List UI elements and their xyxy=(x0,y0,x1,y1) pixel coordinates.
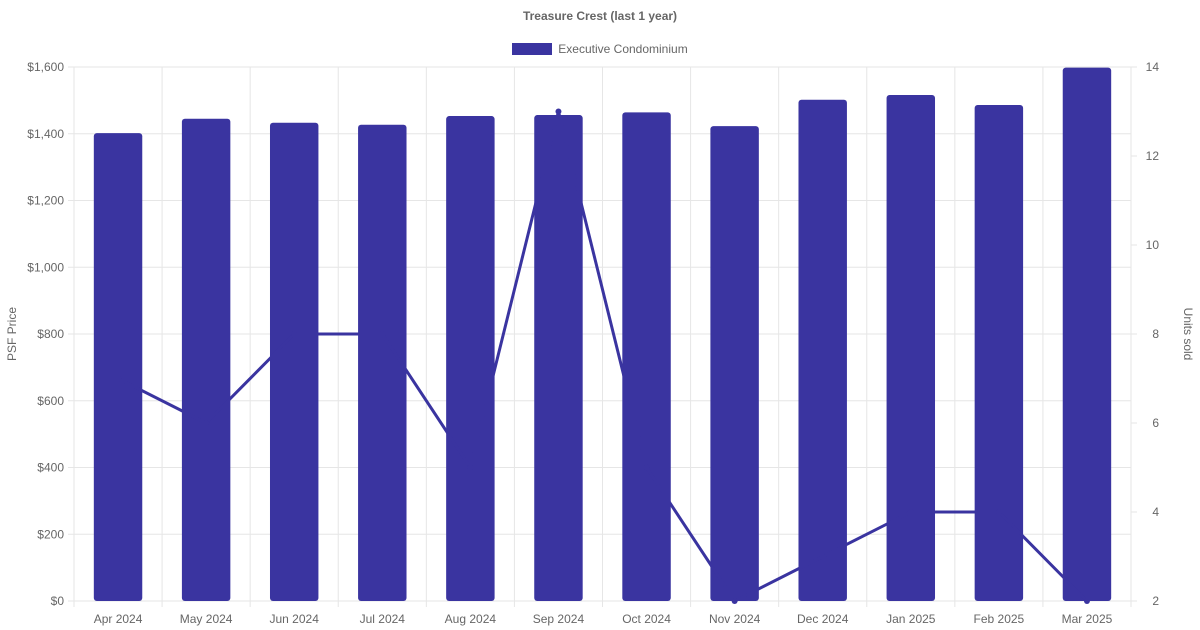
x-tick-label: May 2024 xyxy=(180,612,233,626)
x-tick-label: Feb 2025 xyxy=(974,612,1025,626)
line-point xyxy=(995,509,1002,515)
line-point xyxy=(1083,598,1090,604)
bar xyxy=(1062,67,1112,602)
line-point xyxy=(203,420,210,426)
chart-title: Treasure Crest (last 1 year) xyxy=(522,9,678,23)
y-tick-label: $0 xyxy=(51,594,65,608)
y2-tick-label: 8 xyxy=(1152,327,1159,341)
x-tick-label: Apr 2024 xyxy=(94,612,143,626)
bar xyxy=(446,116,495,601)
line-point xyxy=(643,464,650,471)
bar xyxy=(358,124,407,602)
y-tick-label: $600 xyxy=(37,394,64,408)
bar xyxy=(798,99,847,602)
bar xyxy=(181,118,231,601)
y-axis-title: PSF Price xyxy=(5,307,19,361)
y2-tick-label: 14 xyxy=(1146,60,1160,74)
x-tick-label: Dec 2024 xyxy=(797,612,849,626)
y2-tick-label: 6 xyxy=(1152,416,1159,430)
x-tick-label: Mar 2025 xyxy=(1062,612,1113,626)
y2-tick-label: 12 xyxy=(1146,149,1160,163)
y-tick-label: $200 xyxy=(37,527,64,541)
bar xyxy=(93,133,143,601)
line-point xyxy=(907,509,914,515)
line-point xyxy=(731,598,738,604)
line-point xyxy=(115,375,122,382)
line-point xyxy=(379,331,386,337)
bar xyxy=(534,115,583,601)
legend-label: Executive Condominium xyxy=(558,42,688,56)
y-tick-label: $1,200 xyxy=(27,194,64,208)
line-point xyxy=(819,553,826,560)
y-tick-label: $1,000 xyxy=(27,260,64,274)
bar xyxy=(269,122,319,601)
bar xyxy=(622,112,671,601)
bar xyxy=(710,126,759,601)
y2-tick-label: 4 xyxy=(1152,505,1159,519)
y2-axis-title: Units sold xyxy=(1181,308,1195,361)
y2-tick-label: 10 xyxy=(1146,238,1160,252)
x-tick-label: Jul 2024 xyxy=(360,612,406,626)
y-tick-label: $1,600 xyxy=(27,60,64,74)
x-tick-label: Oct 2024 xyxy=(622,612,671,626)
legend-swatch xyxy=(512,43,553,55)
x-tick-label: Jun 2024 xyxy=(270,612,320,626)
line-series xyxy=(117,110,1089,603)
y-tick-label: $1,400 xyxy=(27,127,64,141)
y-tick-label: $400 xyxy=(37,461,64,475)
line-point xyxy=(291,331,298,337)
y2-tick-label: 2 xyxy=(1152,594,1159,608)
line-point xyxy=(555,108,562,115)
x-tick-label: Nov 2024 xyxy=(709,612,761,626)
line-point xyxy=(467,464,474,471)
bar xyxy=(886,95,936,601)
bar xyxy=(974,105,1024,602)
y-tick-label: $800 xyxy=(37,327,64,341)
x-tick-label: Sep 2024 xyxy=(533,612,585,626)
x-tick-label: Jan 2025 xyxy=(886,612,936,626)
x-tick-label: Aug 2024 xyxy=(445,612,497,626)
legend[interactable]: Executive Condominium xyxy=(0,42,1200,56)
